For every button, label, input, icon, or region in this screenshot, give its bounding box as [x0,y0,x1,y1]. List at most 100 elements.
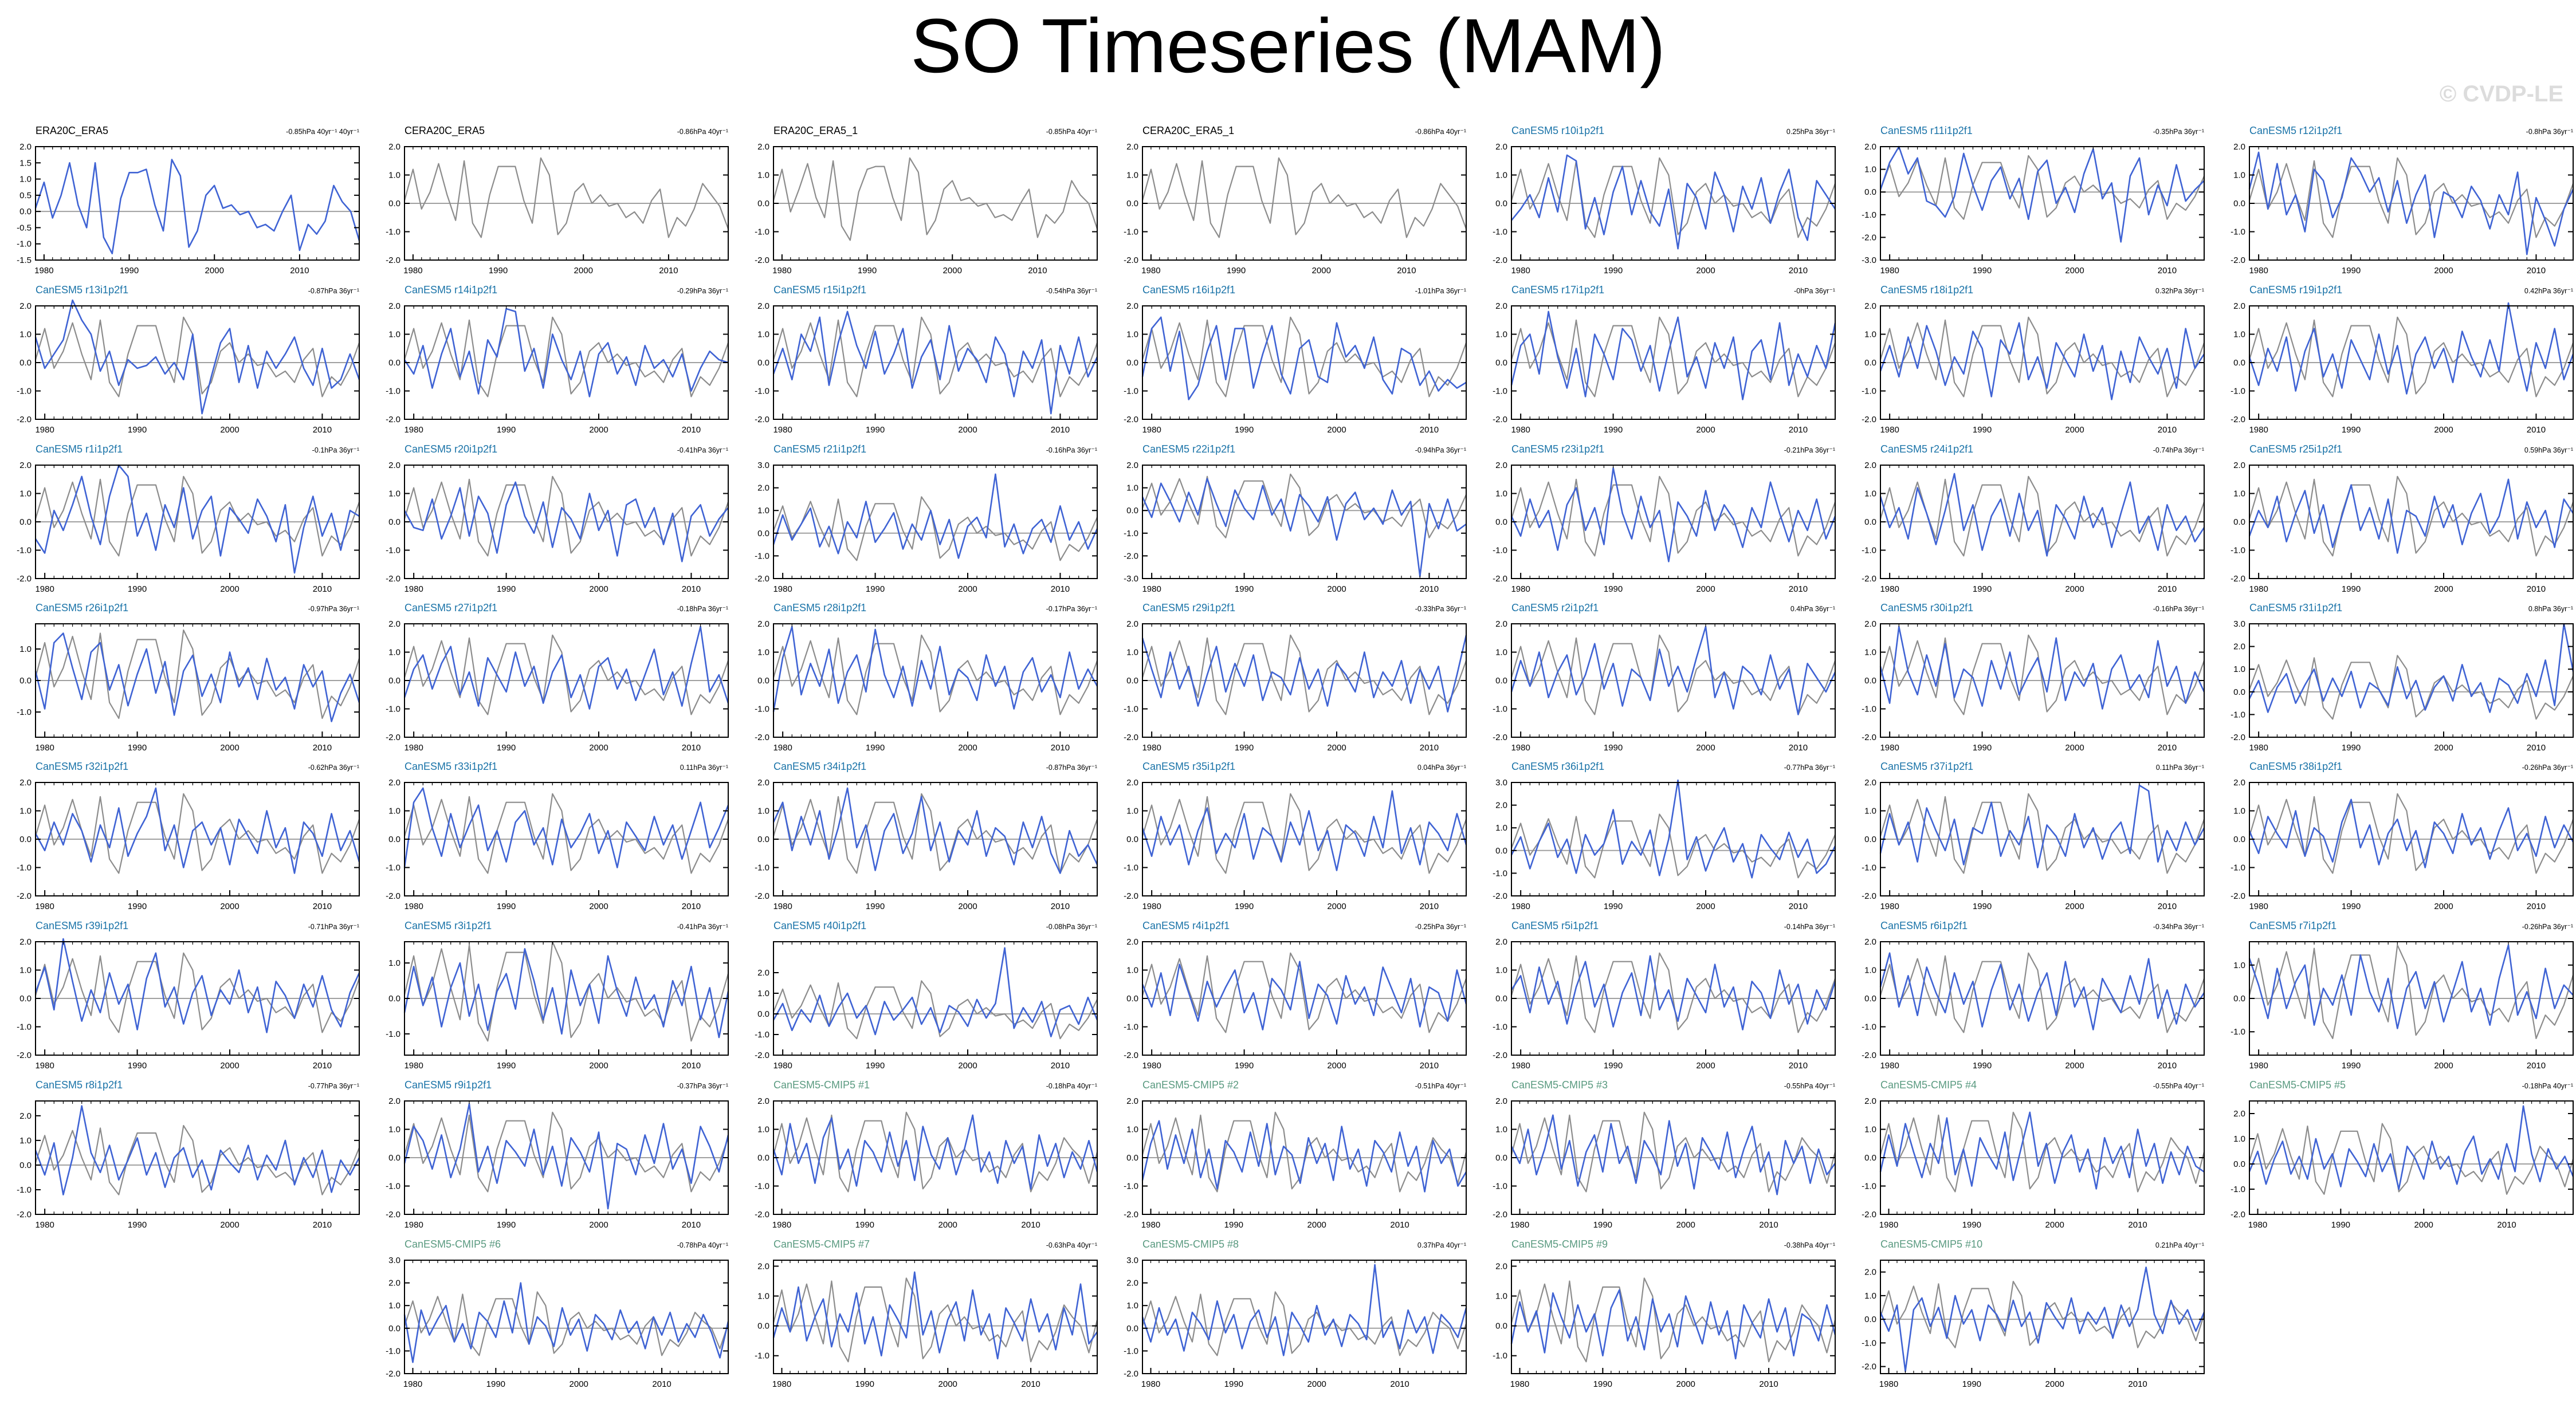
y-tick-label: 0.0 [1864,676,1876,686]
y-tick-label: 2.0 [19,778,32,788]
series-line [1510,955,1836,1031]
panel-title: CanESM5-CMIP5 #5 [2249,1079,2346,1091]
x-tick-label: 2000 [220,425,239,435]
x-tick-label: 2000 [2065,743,2084,753]
x-tick-label: 2000 [1696,902,1715,911]
y-tick-label: 2.0 [1864,619,1876,629]
y-tick-label: -3.0 [1862,255,1876,265]
timeseries-panel: CanESM5 r39i1p2f1 -0.71hPa 36yr⁻¹ 2.0 1.0 0.… [17,920,360,1071]
timeseries-panel: CanESM5 r30i1p2f1 -0.16hPa 36yr⁻¹ 2.0 1.0 0.… [1862,602,2205,753]
y-tick-label: -2.0 [2231,891,2245,901]
timeseries-panel: CanESM5-CMIP5 #5 -0.18hPa 40yr⁻¹ 2.0 1.0 0.0… [2231,1079,2574,1230]
series-line [1879,952,2205,1033]
x-tick-label: 2000 [1696,743,1715,753]
y-tick-label: -1.0 [17,1022,32,1032]
y-tick-label: -1.0 [755,1030,769,1040]
trend-label: 0.8hPa 36yr⁻¹ [2528,605,2573,613]
trend-label: -0.62hPa 36yr⁻¹ [308,764,359,772]
panel-title: CanESM5 r21i1p2f1 [773,443,866,455]
series-line [34,464,360,574]
series-line [1141,316,1467,400]
y-tick-label: -2.0 [1124,255,1138,265]
x-tick-label: 2010 [2158,266,2177,276]
y-tick-label: -1.0 [1862,210,1876,220]
y-tick-label: 1.0 [757,648,769,658]
timeseries-panel: CanESM5 r23i1p2f1 -0.21hPa 36yr⁻¹ 2.0 1.0 0.… [1493,443,1836,594]
series-line [1879,784,2205,868]
x-tick-label: 2010 [1420,425,1439,435]
x-tick-label: 2000 [1327,902,1346,911]
y-tick-label: 2.0 [388,301,400,311]
trend-label: -0.85hPa 40yr⁻¹ 40yr⁻¹ [286,128,359,136]
x-tick-label: 1980 [773,1061,792,1071]
timeseries-panel: CanESM5 r5i1p2f1 -0.14hPa 36yr⁻¹ 2.0 1.0 0.0… [1493,920,1836,1071]
x-tick-label: 2000 [2065,902,2084,911]
y-tick-label: 0.5 [19,191,32,200]
y-tick-label: 0.0 [19,517,32,527]
x-tick-label: 1990 [1235,1061,1254,1071]
y-tick-label: 3.0 [2233,619,2245,629]
timeseries-panel: CanESM5 r2i1p2f1 0.4hPa 36yr⁻¹ 2.0 1.0 0.0 -1… [1493,602,1836,753]
y-tick-label: 2.0 [1126,937,1138,947]
y-tick-label: 1.0 [1495,489,1507,499]
series-line [772,473,1098,559]
panel-title: CanESM5 r24i1p2f1 [1880,443,1973,455]
panel-title: CanESM5 r30i1p2f1 [1880,602,1973,613]
series-line [1510,316,1836,398]
timeseries-panel: CanESM5-CMIP5 #2 -0.51hPa 40yr⁻¹ 2.0 1.0 0.0… [1124,1079,1467,1230]
trend-label: 0.32hPa 36yr⁻¹ [2155,287,2204,295]
panel-title: CanESM5-CMIP5 #2 [1142,1079,1239,1091]
y-tick-label: 2.0 [2233,1109,2245,1119]
y-tick-label: 2.0 [757,619,769,629]
x-tick-label: 1980 [1142,425,1161,435]
x-tick-label: 1990 [497,584,516,594]
x-tick-label: 1980 [404,902,423,911]
timeseries-panel: CanESM5 r17i1p2f1 -0hPa 36yr⁻¹ 2.0 1.0 0.0 -1… [1493,284,1836,435]
x-tick-label: 2010 [2527,425,2546,435]
page-title: SO Timeseries (MAM) [910,3,1666,89]
panel-title: CanESM5 r20i1p2f1 [405,443,497,455]
x-tick-label: 1990 [1604,266,1623,276]
x-tick-label: 1980 [2249,902,2268,911]
panel-title: ERA20C_ERA5 [36,125,108,137]
x-tick-label: 2010 [682,425,701,435]
y-tick-label: 1.0 [2233,171,2245,180]
timeseries-panel: CanESM5 r35i1p2f1 0.04hPa 36yr⁻¹ 2.0 1.0 0.0… [1124,761,1467,911]
y-tick-label: -1.0 [2231,227,2245,237]
timeseries-panel: CanESM5 r9i1p2f1 -0.37hPa 36yr⁻¹ 2.0 1.0 0.0… [386,1079,729,1230]
series-line [772,1114,1098,1190]
y-tick-label: -1.0 [386,387,400,396]
y-tick-label: 0.0 [2233,687,2245,697]
y-tick-label: 2.0 [1495,1096,1507,1106]
y-tick-label: -1.0 [386,546,400,556]
y-tick-label: 0.0 [2233,358,2245,368]
y-tick-label: 0.0 [1495,994,1507,1004]
series-line [1510,626,1836,715]
y-tick-label: 1.0 [1864,1125,1876,1135]
timeseries-panel: CanESM5 r36i1p2f1 -0.77hPa 36yr⁻¹ 3.0 2.0 1.… [1493,761,1836,911]
x-tick-label: 1980 [1511,584,1530,594]
x-tick-label: 1980 [772,266,791,276]
plot-frame [773,465,1098,579]
timeseries-panel: CanESM5 r27i1p2f1 -0.18hPa 36yr⁻¹ 2.0 1.0 0.… [386,602,729,753]
y-tick-label: 1.0 [1495,823,1507,833]
y-tick-label: -1.0 [1862,546,1876,556]
y-tick-label: -1.0 [1493,1182,1507,1191]
trend-label: -0.33hPa 36yr⁻¹ [1415,605,1466,613]
timeseries-panel: CanESM5 r20i1p2f1 -0.41hPa 36yr⁻¹ 2.0 1.0 0.… [386,443,729,594]
x-tick-label: 1980 [773,425,792,435]
trend-label: -0.74hPa 36yr⁻¹ [2153,446,2204,454]
x-tick-label: 2010 [1021,1220,1040,1230]
x-tick-label: 1990 [497,1061,516,1071]
panel-title: CanESM5 r18i1p2f1 [1880,284,1973,296]
y-tick-label: 0.0 [2233,199,2245,209]
y-tick-label: -2.0 [1493,1210,1507,1220]
x-tick-label: 2000 [1327,584,1346,594]
y-tick-label: 1.0 [1126,807,1138,816]
panel-title: CanESM5 r17i1p2f1 [1511,284,1604,296]
series-line [2248,944,2574,1029]
series-line [2248,1123,2574,1195]
y-tick-label: 1.0 [1126,648,1138,658]
y-tick-label: 2.0 [2233,642,2245,652]
x-tick-label: 1990 [1604,902,1623,911]
